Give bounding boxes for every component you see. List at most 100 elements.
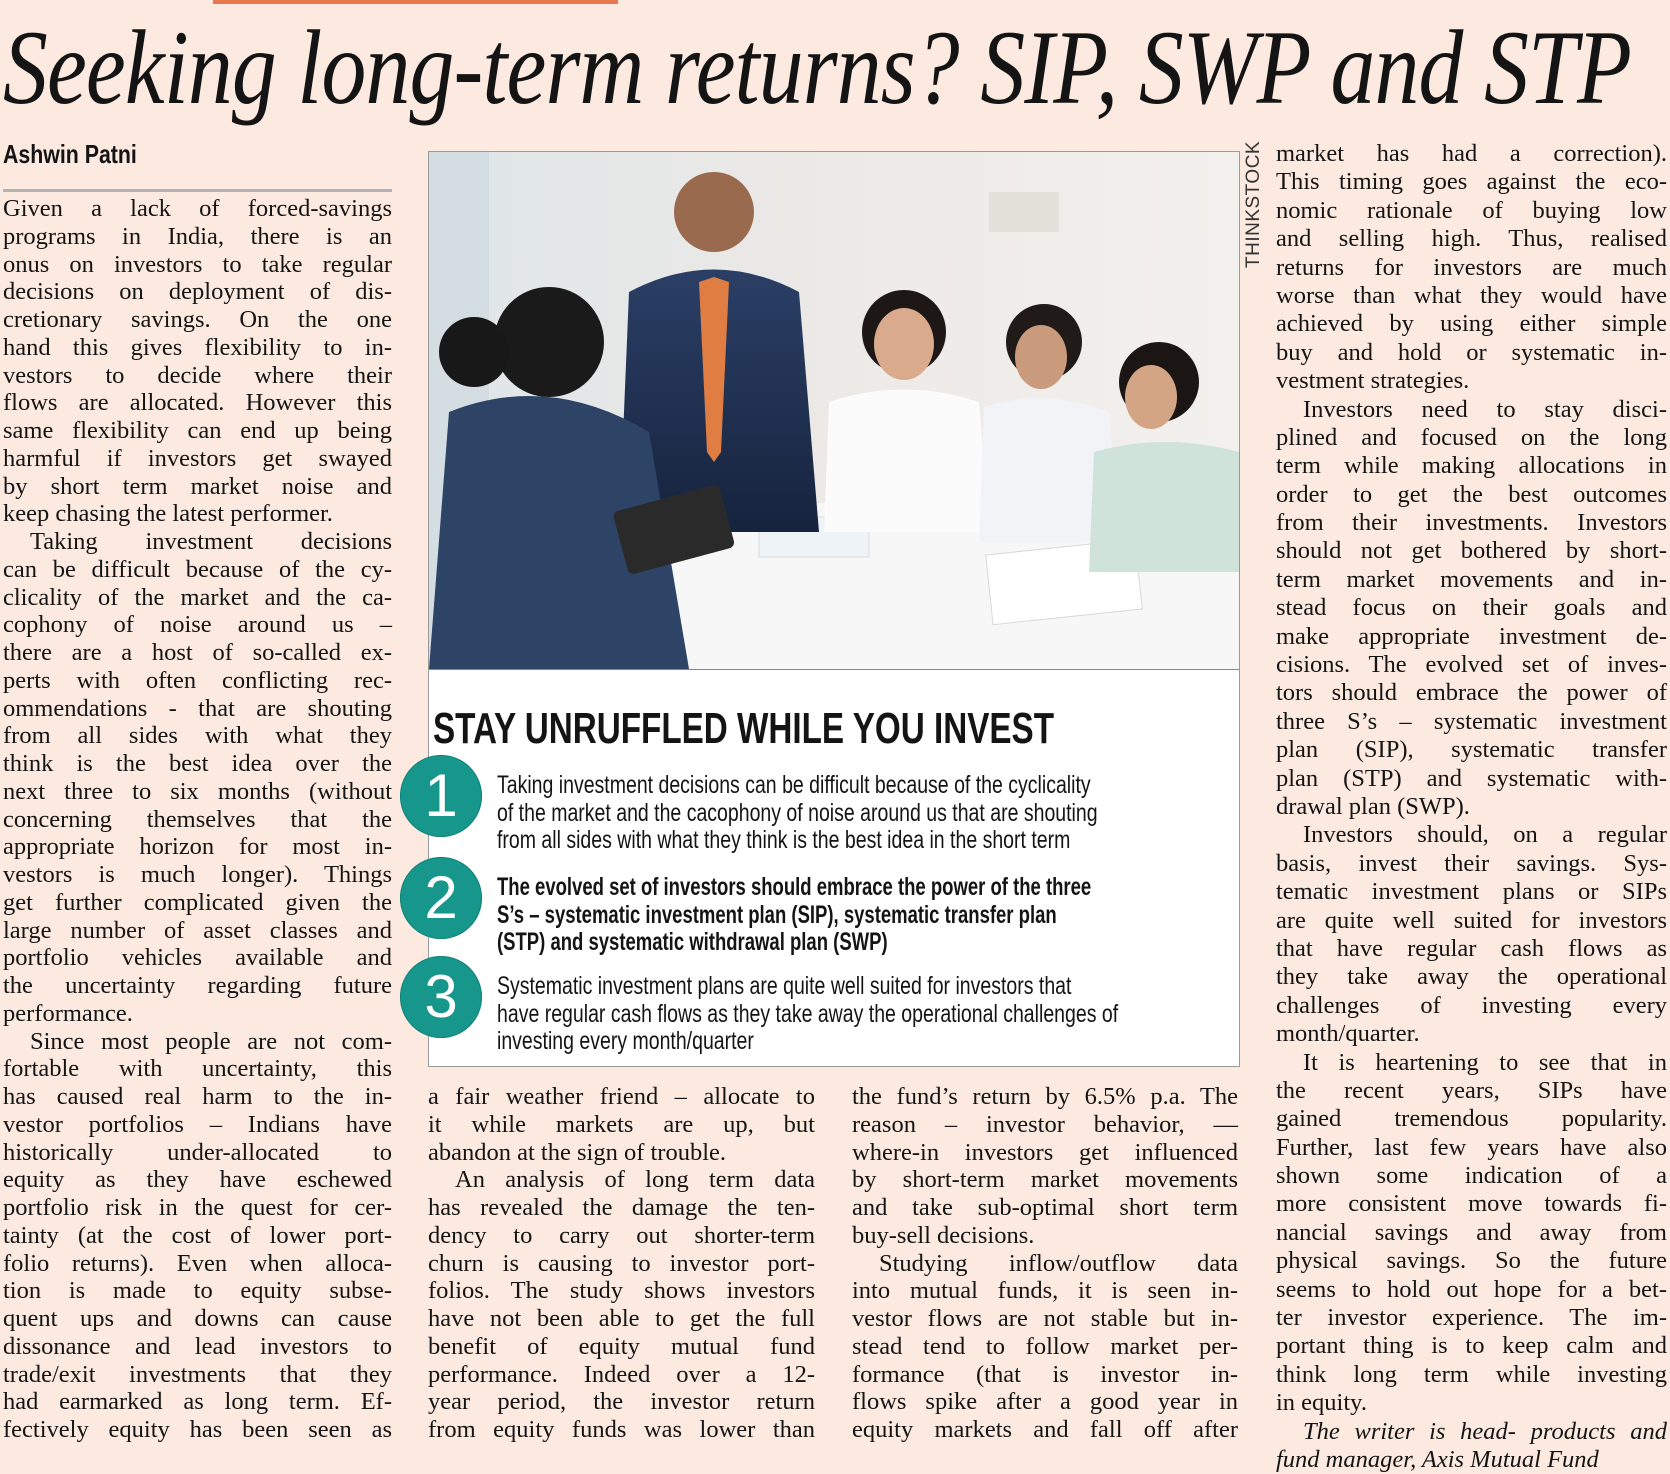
text-line: the uncertainty regarding future xyxy=(3,972,392,999)
text-line: can be difficult because of the cy- xyxy=(3,555,392,583)
text-line: Taking investment decisions can be diffi… xyxy=(497,771,1091,799)
text-line: Since most people are not com- xyxy=(30,1027,392,1055)
text-line: of the market and the cacophony of noise… xyxy=(497,798,1098,827)
text-line: programs in India, there is an xyxy=(3,222,392,250)
text-line: worse than what they would have xyxy=(1276,281,1667,309)
text-line: The evolved set of investors should embr… xyxy=(497,873,1092,901)
text-line: returns for investors are much xyxy=(1276,253,1667,281)
text-line: S’s – systematic investment plan (SIP), … xyxy=(497,900,1057,929)
text-line: have regular cash flows as they take awa… xyxy=(497,999,1119,1028)
text-line: from all sides with what they think is t… xyxy=(497,826,1071,855)
text-line: Further, last few years have also xyxy=(1276,1133,1667,1161)
text-line: Investors need to stay disci- xyxy=(1303,395,1667,423)
text-line: vestor flows are not stable but in- xyxy=(852,1305,1238,1332)
article-column-3: the fund’s return by 6.5% p.a. The reason… xyxy=(852,1083,1238,1444)
text-line: think is the best idea over the xyxy=(3,750,392,777)
number-circle-icon: 1 xyxy=(400,755,482,837)
text-line: vestors to decide where their xyxy=(3,361,392,389)
text-line: make appropriate investment de- xyxy=(1276,622,1667,650)
text-line: fortable with uncertainty, this xyxy=(3,1055,392,1083)
text-line: An analysis of long term data xyxy=(455,1166,815,1194)
text-line: have not been able to get the full xyxy=(428,1305,815,1332)
text-line: from equity funds was lower than xyxy=(428,1416,815,1443)
text-line: ter investor experience. The im- xyxy=(1276,1304,1667,1332)
text-line: cisions. The evolved set of inves- xyxy=(1276,651,1667,679)
text-line: three S’s – systematic investment xyxy=(1276,707,1667,735)
text-line: it while markets are up, but xyxy=(428,1110,815,1138)
article-column-1: Given a lack of forced-savings programs i… xyxy=(3,195,392,1444)
text-line: term market movements and in- xyxy=(1276,565,1667,593)
text-line: large number of asset classes and xyxy=(3,916,392,944)
text-line: and take sub-optimal short term xyxy=(852,1194,1238,1221)
text-line: concerning themselves that the xyxy=(3,805,392,833)
sidebar-item-text: Systematic investment plans are quite we… xyxy=(497,972,1293,1056)
meeting-photo-illustration xyxy=(429,152,1239,669)
article-paragraph: Studying inflow/outflow data into mutual … xyxy=(852,1250,1238,1444)
text-line: investing every month/quarter xyxy=(497,1027,754,1056)
text-line: equity markets and fall off after xyxy=(852,1416,1238,1443)
text-line: flows spike after a good year in xyxy=(852,1388,1238,1416)
text-line: buy-sell decisions. xyxy=(852,1221,1035,1249)
sidebar-item-text: The evolved set of investors should embr… xyxy=(497,873,1300,957)
text-line: nomic rationale of buying low xyxy=(1276,196,1667,224)
text-line: challenges of investing every xyxy=(1276,991,1667,1019)
text-line: the fund’s return by 6.5% p.a. The xyxy=(852,1083,1238,1110)
text-line: the recent years, SIPs have xyxy=(1276,1076,1667,1104)
text-line: performance. Indeed over a 12- xyxy=(428,1360,815,1388)
text-line: shown some indication of a xyxy=(1276,1162,1667,1190)
text-line: from all sides with what they xyxy=(3,722,392,750)
number-circle-icon: 3 xyxy=(400,956,482,1038)
sidebar-box: STAY UNRUFFLED WHILE YOU INVEST 1 Taking … xyxy=(400,151,1240,1067)
article-paragraph: Investors should, on a regular basis, inv… xyxy=(1276,821,1667,1048)
text-line: stead focus on their goals and xyxy=(1276,594,1667,622)
headline: Seeking long-term returns? SIP, SWP and … xyxy=(3,9,1632,126)
text-line: more consistent move towards fi- xyxy=(1276,1190,1667,1218)
text-line: term while making allocations in xyxy=(1276,452,1667,480)
text-line: should not get bothered by short- xyxy=(1276,537,1667,565)
text-line: quent ups and downs can cause xyxy=(3,1305,392,1332)
text-line: plan (SIP), systematic transfer xyxy=(1276,736,1667,764)
text-line: tion is made to equity subse- xyxy=(3,1277,392,1305)
text-line: onus on investors to take regular xyxy=(3,250,392,278)
text-line: gained tremendous popularity. xyxy=(1276,1105,1667,1133)
text-line: month/quarter. xyxy=(1276,1020,1420,1048)
article-photo xyxy=(429,152,1239,670)
text-line: Investors should, on a regular xyxy=(1303,821,1667,849)
text-line: harmful if investors get swayed xyxy=(3,444,392,472)
text-line: vestors is much longer). Things xyxy=(3,861,392,888)
article-paragraph: market has had a correction). This timing… xyxy=(1276,140,1667,396)
article-column-4: market has had a correction). This timing… xyxy=(1276,140,1667,1474)
text-line: year period, the investor return xyxy=(428,1388,815,1416)
text-line: folio returns). Even when alloca- xyxy=(3,1249,392,1277)
article-paragraph: the fund’s return by 6.5% p.a. The reason… xyxy=(852,1083,1238,1250)
text-line: Given a lack of forced-savings xyxy=(3,195,392,222)
article-paragraph: Given a lack of forced-savings programs i… xyxy=(3,195,392,528)
text-line: cophony of noise around us – xyxy=(3,611,392,639)
text-line: plan (STP) and systematic with- xyxy=(1276,764,1667,792)
text-line: same flexibility can end up being xyxy=(3,417,392,444)
text-line: tainty (at the cost of lower port- xyxy=(3,1221,392,1249)
text-line: abandon at the sign of trouble. xyxy=(428,1138,727,1166)
text-line: This timing goes against the eco- xyxy=(1276,168,1667,196)
text-line: folios. The study shows investors xyxy=(428,1277,815,1305)
text-line: trade/exit investments that they xyxy=(3,1360,392,1388)
text-line: drawal plan (SWP). xyxy=(1276,792,1470,820)
article-column-2: a fair weather friend – allocate to it wh… xyxy=(428,1083,815,1444)
text-line: has caused real harm to the in- xyxy=(3,1083,392,1110)
text-line: achieved by using either simple xyxy=(1276,310,1667,338)
text-line: they take away the operational xyxy=(1276,963,1667,991)
text-line: by short-term market movements xyxy=(852,1166,1238,1194)
text-line: portfolio vehicles available and xyxy=(3,944,392,972)
text-line: benefit of equity mutual fund xyxy=(428,1332,815,1360)
article-paragraph: Since most people are not com-fortable w… xyxy=(3,1028,392,1444)
photo-credit: THINKSTOCK xyxy=(1243,140,1264,268)
article-paragraph: Investors need to stay disci-plined and … xyxy=(1276,396,1667,822)
text-line: that have regular cash flows as xyxy=(1276,934,1667,962)
text-line: has revealed the damage the ten- xyxy=(428,1194,815,1221)
text-line: It is heartening to see that in xyxy=(1303,1048,1667,1076)
text-line: and selling high. Thus, realised xyxy=(1276,225,1667,253)
text-line: cretionary savings. On the one xyxy=(3,306,392,333)
text-line: historically under-allocated to xyxy=(3,1138,392,1166)
text-line: Taking investment decisions xyxy=(30,528,392,555)
text-line: there are a host of so-called ex- xyxy=(3,639,392,666)
